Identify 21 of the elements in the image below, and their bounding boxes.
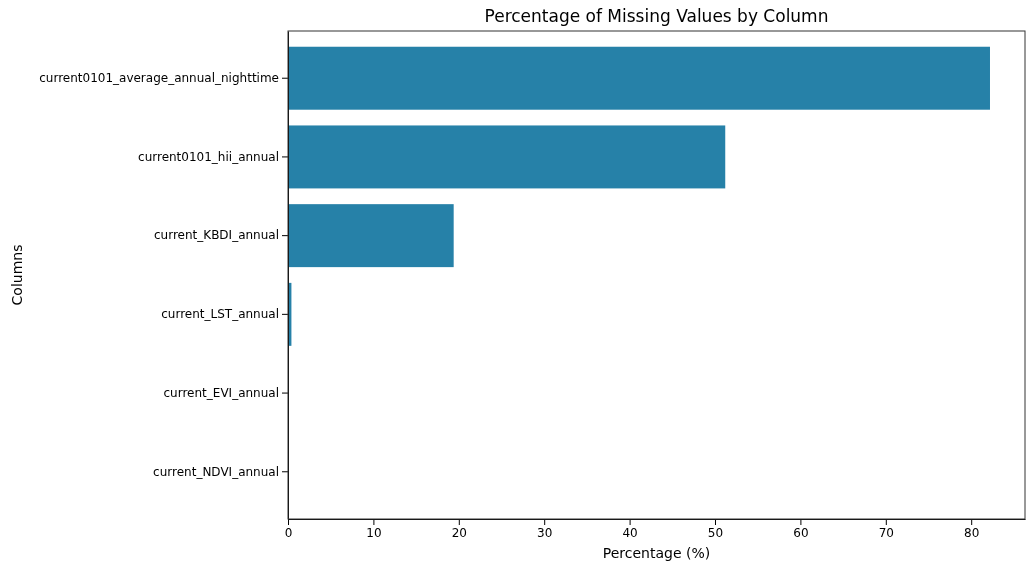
- x-tick-label: 50: [707, 525, 724, 540]
- bar: [288, 125, 726, 189]
- x-tick-label: 40: [622, 525, 638, 540]
- x-tick-label: 70: [878, 525, 894, 540]
- y-tick-label: current_EVI_annual: [163, 385, 279, 400]
- y-tick-label: current_LST_annual: [161, 307, 279, 322]
- y-tick-label: current0101_average_annual_nighttime: [39, 71, 279, 86]
- x-tick-label: 60: [793, 525, 809, 540]
- x-tick-label: 10: [366, 525, 382, 540]
- chart-title: Percentage of Missing Values by Column: [484, 6, 829, 26]
- y-axis-title: Columns: [9, 244, 25, 306]
- x-tick-label: 20: [451, 525, 467, 540]
- x-axis-title: Percentage (%): [602, 545, 711, 561]
- x-tick-label: 30: [537, 525, 553, 540]
- x-tick-label: 0: [284, 525, 293, 540]
- bar: [288, 46, 990, 110]
- y-tick-label: current_NDVI_annual: [153, 464, 279, 479]
- bar: [288, 204, 454, 268]
- x-tick-label: 80: [964, 525, 980, 540]
- y-tick-label: current0101_hii_annual: [138, 149, 279, 164]
- y-tick-label: current_KBDI_annual: [153, 228, 279, 243]
